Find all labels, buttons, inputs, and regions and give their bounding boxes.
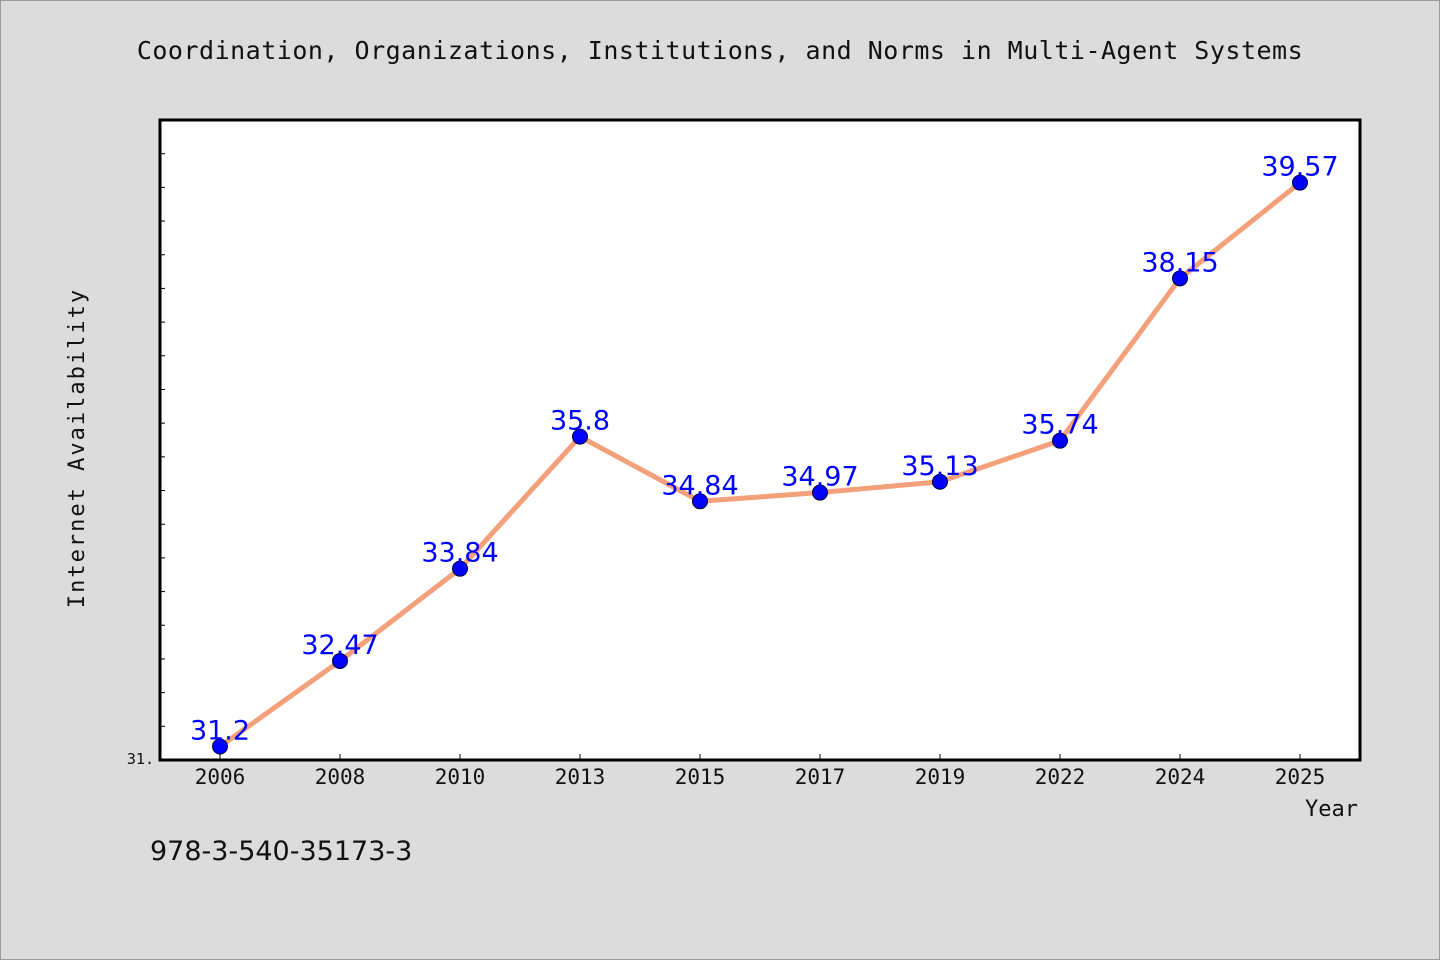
data-label: 35.74 <box>1021 410 1098 441</box>
data-label: 33.84 <box>421 538 498 569</box>
data-point <box>1172 270 1188 287</box>
data-point <box>1292 174 1308 191</box>
y-tick-label: 31. <box>127 750 154 768</box>
data-label: 34.84 <box>661 470 738 501</box>
series-group: 31.2 32.47 33.84 35.8 34.84 34.97 35.13 35.74 38… <box>190 152 1339 755</box>
data-point <box>932 473 948 490</box>
data-point <box>572 428 588 445</box>
data-label: 39.57 <box>1261 152 1338 183</box>
x-tick-label: 2019 <box>915 765 966 789</box>
x-tick-label: 2025 <box>1275 765 1326 789</box>
data-label: 35.8 <box>550 406 610 437</box>
data-label: 34.97 <box>781 462 858 493</box>
chart-title: Coordination, Organizations, Institution… <box>136 36 1304 65</box>
data-point <box>212 738 228 755</box>
series-line <box>217 180 1303 750</box>
data-point <box>452 560 468 577</box>
x-tick-label: 2024 <box>1155 765 1206 789</box>
data-label: 38.15 <box>1141 247 1218 278</box>
data-label: 35.13 <box>901 451 978 482</box>
x-tick-label: 2022 <box>1035 765 1086 789</box>
plot-area <box>158 118 1362 762</box>
isbn-footnote: 978-3-540-35173-3 <box>150 836 413 867</box>
y-axis-ticks: 31. <box>127 153 165 768</box>
x-tick-label: 2008 <box>315 765 366 789</box>
x-axis-label: Year <box>1305 797 1358 822</box>
y-axis-label: Internet Availability <box>65 288 90 608</box>
x-tick-label: 2017 <box>795 765 846 789</box>
x-tick-label: 2010 <box>435 765 486 789</box>
x-tick-label: 2013 <box>555 765 606 789</box>
data-point <box>1052 432 1068 449</box>
x-axis-ticks: 2006 2008 2010 2013 2015 2017 2019 2022 2024 2025 <box>195 754 1326 789</box>
data-point <box>812 484 828 501</box>
x-tick-label: 2006 <box>195 765 246 789</box>
data-label: 32.47 <box>301 630 378 661</box>
x-tick-label: 2015 <box>675 765 726 789</box>
data-point <box>692 493 708 510</box>
data-label: 31.2 <box>190 716 250 747</box>
data-point <box>332 652 348 669</box>
